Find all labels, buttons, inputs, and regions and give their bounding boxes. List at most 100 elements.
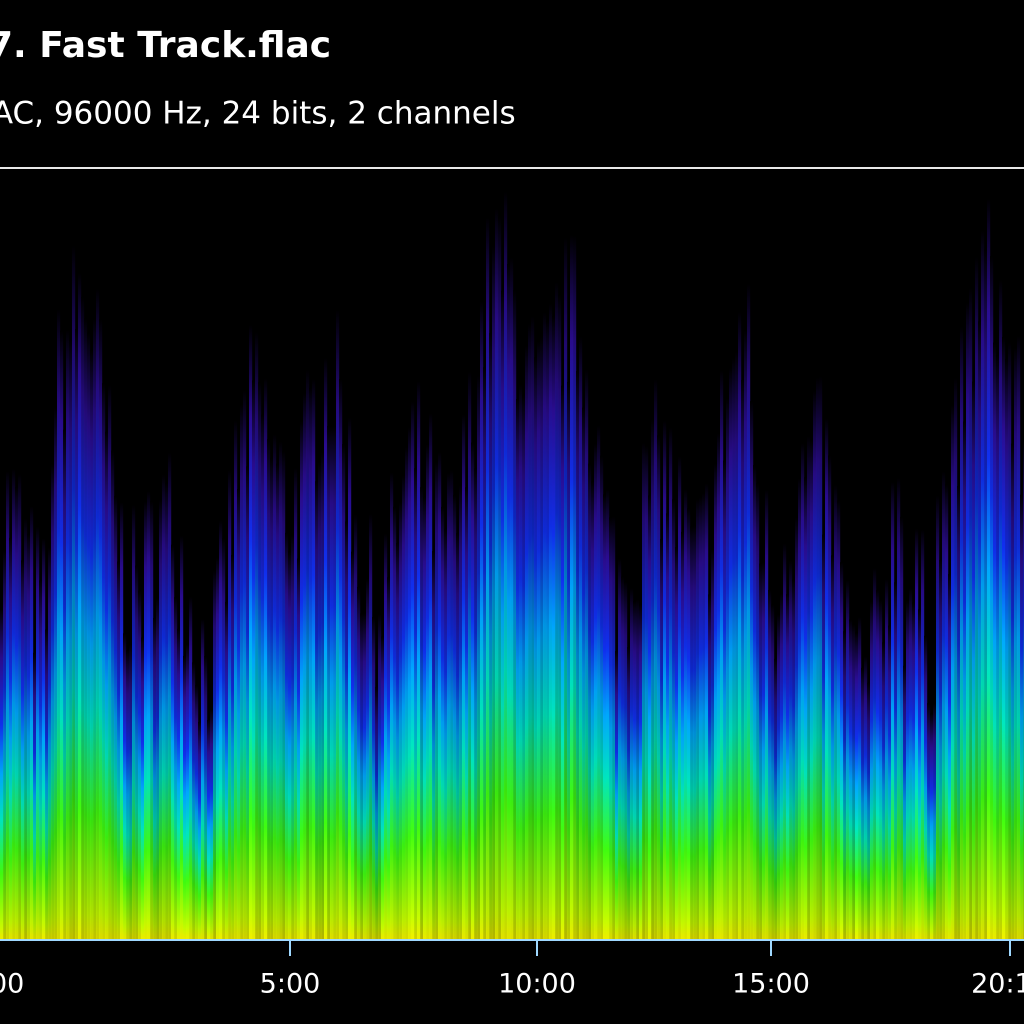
spectrogram-strip xyxy=(84,318,88,939)
spectrogram-strip xyxy=(729,368,733,939)
spectrogram-strip xyxy=(219,520,223,939)
spectrogram-strip xyxy=(654,379,658,939)
spectrogram-strip xyxy=(123,633,127,939)
spectrogram-strip xyxy=(984,249,988,939)
spectrogram-strip xyxy=(252,380,256,939)
spectrogram-strip xyxy=(627,647,631,939)
spectrogram-strip xyxy=(387,577,391,939)
spectrogram-strip xyxy=(63,429,67,939)
spectrogram-strip xyxy=(702,492,706,939)
spectrogram-strip xyxy=(915,528,919,939)
spectrogram-strip xyxy=(177,628,181,939)
spectrogram-strip xyxy=(840,562,844,939)
spectrogram-strip xyxy=(69,340,73,939)
spectrogram-strip xyxy=(375,686,379,939)
spectrogram-strip xyxy=(978,321,982,939)
spectrogram-strip xyxy=(582,407,586,939)
spectrogram-strip xyxy=(987,198,991,939)
spectrogram-strip xyxy=(846,580,850,939)
spectrogram-strip xyxy=(813,390,817,940)
spectrogram-strip xyxy=(297,558,301,939)
spectrogram-strip xyxy=(396,543,400,939)
spectrogram-strip xyxy=(990,256,994,939)
spectrogram-strip xyxy=(447,472,451,939)
spectrogram-strip xyxy=(828,455,832,939)
spectrogram-strip xyxy=(1020,494,1024,939)
spectrogram-strip xyxy=(492,245,496,940)
spectrogram-strip xyxy=(48,547,52,939)
spectrogram-strip xyxy=(36,526,40,939)
spectrogram-strip xyxy=(171,544,175,939)
spectrogram-strip xyxy=(612,516,616,939)
spectrogram-strip xyxy=(1014,347,1018,940)
spectrogram-strip xyxy=(12,468,16,939)
spectrogram-strip xyxy=(807,436,811,939)
spectrogram-strip xyxy=(885,578,889,939)
spectrogram-strip xyxy=(144,501,148,939)
spectrogram-strip xyxy=(687,508,691,939)
spectrogram-strip xyxy=(672,499,676,939)
spectrogram-strip xyxy=(591,481,595,939)
spectrogram-strip xyxy=(837,500,841,939)
spectrogram-strip xyxy=(999,279,1003,940)
time-tick-label: 0:00 xyxy=(0,969,24,1000)
spectrogram-strip xyxy=(471,442,475,939)
spectrogram-strip xyxy=(909,587,913,939)
spectrogram-strip xyxy=(972,381,976,939)
spectrogram-strip xyxy=(312,379,316,940)
spectrogram-strip xyxy=(108,385,112,939)
spectrogram-strip xyxy=(705,483,709,939)
spectrogram-strip xyxy=(924,635,928,939)
spectrogram-strip xyxy=(126,650,130,939)
spectrogram-strip xyxy=(468,371,472,940)
spectrogram-strip xyxy=(165,482,169,939)
spectrogram-strip xyxy=(279,441,283,939)
spectrogram-strip xyxy=(528,323,532,939)
spectrogram-strip xyxy=(540,337,544,940)
spectrogram-strip xyxy=(39,580,43,939)
spectrogram-strip xyxy=(216,557,220,939)
spectrogram-strip xyxy=(138,590,142,939)
spectrogram-strip xyxy=(1002,337,1006,939)
spectrogram-strip xyxy=(510,257,514,939)
spectrogram-strip xyxy=(630,588,634,939)
spectrogram-strip xyxy=(372,617,376,939)
spectrogram-strip xyxy=(660,538,664,939)
spectrogram-strip xyxy=(294,467,298,939)
spectrogram-strip xyxy=(486,217,490,939)
spectrogram-strip xyxy=(900,516,904,939)
spectrogram-strip xyxy=(948,574,952,939)
spectrogram-strip xyxy=(714,463,718,939)
spectrogram-strip xyxy=(873,567,877,939)
spectrogram-strip xyxy=(90,350,94,939)
spectrogram-strip xyxy=(897,477,901,939)
spectrogram-strip xyxy=(186,644,190,939)
spectrogram-strip xyxy=(102,383,106,939)
spectrogram-strip xyxy=(456,533,460,939)
spectrogram-strip xyxy=(774,658,778,939)
spectrogram-strip xyxy=(498,216,502,940)
spectrogram-strip xyxy=(513,289,517,939)
spectrogram-strip xyxy=(225,601,229,939)
spectrogram-strip xyxy=(3,550,7,939)
spectrogram-strip xyxy=(420,487,424,939)
spectrogram-strip xyxy=(42,538,46,939)
spectrogram-strip xyxy=(399,501,403,939)
spectrogram-strip xyxy=(117,561,121,939)
spectrogram-strip xyxy=(291,535,295,939)
spectrogram-strip xyxy=(936,495,940,939)
spectrogram-strip xyxy=(576,370,580,940)
spectrogram-strip xyxy=(882,642,886,939)
spectrogram-strip xyxy=(858,617,862,939)
spectrogram-strip xyxy=(759,563,763,939)
spectrogram-strip xyxy=(156,597,160,939)
spectrogram-strip xyxy=(921,529,925,939)
spectrogram-strip xyxy=(423,496,427,939)
spectrogram-strip xyxy=(663,420,667,939)
spectrogram-strip xyxy=(345,521,349,939)
spectrogram-strip xyxy=(834,484,838,939)
spectrogram-strip xyxy=(450,470,454,939)
spectrogram-strip xyxy=(750,401,754,939)
spectrogram-strip xyxy=(606,489,610,939)
